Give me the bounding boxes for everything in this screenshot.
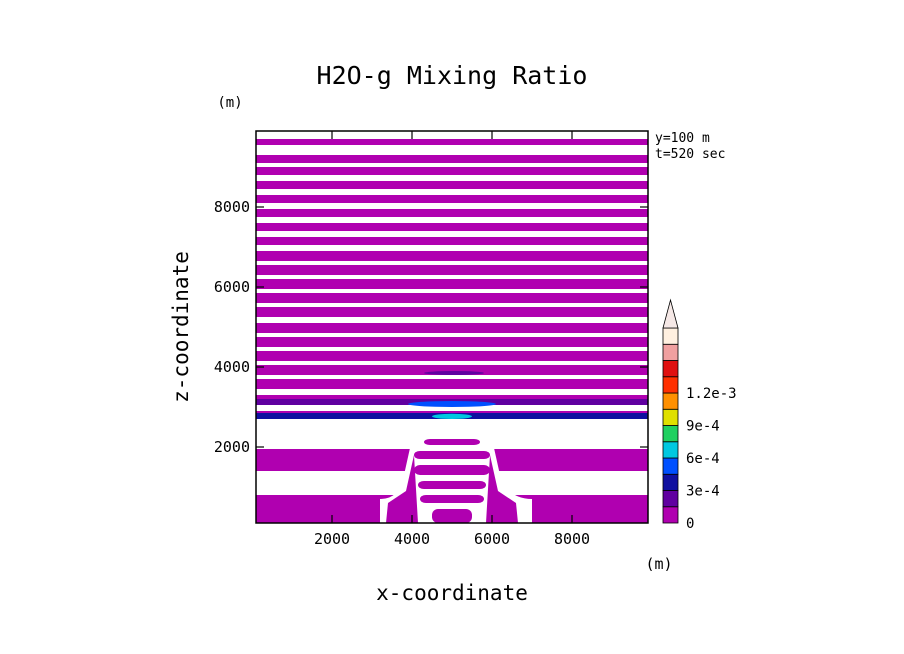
contour-feature-4 (432, 413, 472, 419)
contour-band-11 (256, 279, 648, 289)
contour-band-5 (256, 195, 648, 203)
x-tick-label: 4000 (394, 530, 430, 548)
contour-feature-5 (424, 371, 484, 375)
contour-band-4 (256, 181, 648, 189)
bubble-stripe-2 (414, 451, 490, 459)
contour-band-10 (256, 265, 648, 275)
contour-band-12 (256, 293, 648, 303)
contour-band-17 (256, 365, 648, 375)
contour-band-14 (256, 323, 648, 333)
colorbar: 0 3e-4 6e-4 9e-4 1.2e-3 (662, 298, 737, 532)
contour-bands (256, 139, 648, 419)
y-tick-label: 4000 (214, 358, 250, 376)
x-axis-ticks: 2000 4000 6000 8000 (314, 131, 590, 548)
annotation-2: t=520 sec (655, 147, 725, 162)
contour-band-13 (256, 307, 648, 317)
colorbar-tick-label: 9e-4 (686, 419, 720, 435)
colorbar-swatch-12 (662, 327, 679, 345)
colorbar-swatch-6 (662, 425, 679, 443)
x-tick-label: 8000 (554, 530, 590, 548)
x-tick-label: 2000 (314, 530, 350, 548)
colorbar-tick-label: 6e-4 (686, 451, 720, 467)
y-tick-label: 2000 (214, 438, 250, 456)
lower-structure (256, 439, 648, 523)
y-tick-label: 6000 (214, 278, 250, 296)
contour-band-3 (256, 167, 648, 175)
x-tick-label: 6000 (474, 530, 510, 548)
colorbar-tick-label: 0 (686, 516, 694, 532)
chart-title: H2O-g Mixing Ratio (317, 61, 588, 90)
colorbar-swatch-9 (662, 376, 679, 394)
contour-band-6 (256, 209, 648, 217)
contour-band-1 (256, 139, 648, 145)
x-unit-label: (m) (645, 555, 672, 573)
colorbar-swatch-4 (662, 457, 679, 475)
bubble-stripe-1 (424, 439, 480, 445)
annotation-1: y=100 m (655, 131, 710, 146)
contour-band-9 (256, 251, 648, 261)
colorbar-swatch-8 (662, 392, 679, 410)
contour-band-8 (256, 237, 648, 245)
contour-band-2 (256, 155, 648, 163)
y-tick-label: 8000 (214, 198, 250, 216)
colorbar-swatch-1 (662, 506, 679, 524)
bubble-stripe-6 (432, 509, 472, 523)
contour-band-7 (256, 223, 648, 231)
colorbar-extension-arrow (662, 298, 679, 329)
y-axis-label: z-coordinate (169, 251, 193, 403)
bubble-stripe-4 (418, 481, 486, 489)
annotations: y=100 mt=520 sec (655, 131, 725, 162)
colorbar-swatch-2 (662, 490, 679, 508)
colorbar-swatch-3 (662, 473, 679, 491)
bubble-stripe-3 (414, 465, 490, 475)
contour-band-18 (256, 379, 648, 389)
y-axis-ticks: 2000 4000 6000 8000 (214, 198, 648, 456)
x-axis-label: x-coordinate (376, 581, 528, 605)
colorbar-tick-label: 1.2e-3 (686, 386, 737, 402)
colorbar-swatch-7 (662, 408, 679, 426)
colorbar-swatch-10 (662, 360, 679, 378)
plot-area (256, 139, 648, 523)
colorbar-swatch-11 (662, 343, 679, 361)
bubble-shoulder-left (386, 455, 418, 523)
colorbar-tick-label: 3e-4 (686, 484, 720, 500)
colorbar-swatch-5 (662, 441, 679, 459)
bubble-shoulder-right (486, 455, 518, 523)
bubble-stripe-5 (420, 495, 484, 503)
contour-features (256, 371, 648, 419)
contour-feature-3 (408, 401, 496, 407)
y-unit-label: (m) (217, 95, 242, 111)
plot-frame (255, 130, 649, 524)
contour-band-16 (256, 351, 648, 361)
contour-band-15 (256, 337, 648, 347)
